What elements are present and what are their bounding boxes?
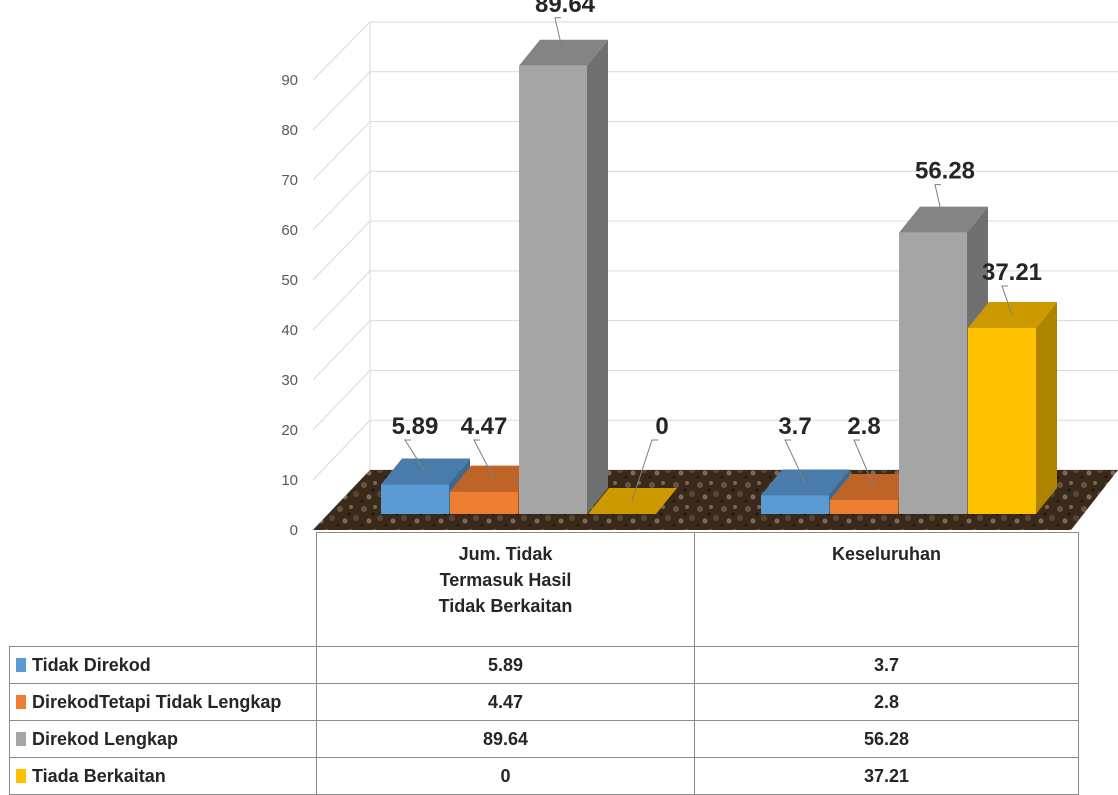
data-label-leader	[473, 439, 495, 479]
data-label-leader	[853, 439, 875, 488]
bar-direkod-lengkap	[519, 39, 608, 515]
table-cell: 37.21	[694, 757, 1079, 795]
bar-side	[587, 39, 608, 515]
series-name: DirekodTetapi Tidak Lengkap	[32, 691, 282, 712]
bar-top	[519, 39, 608, 66]
data-label: 37.21	[982, 259, 1042, 286]
data-label: 0	[655, 413, 668, 440]
table-cell: 89.64	[316, 720, 695, 758]
gridline-side	[312, 419, 371, 481]
data-label: 89.64	[535, 0, 596, 18]
y-tick-label: 80	[281, 122, 298, 139]
bar-top	[381, 458, 470, 485]
data-label-leader	[631, 439, 658, 502]
legend-swatch	[16, 731, 26, 746]
bar-top	[830, 474, 919, 500]
data-label: 4.47	[461, 413, 508, 440]
gridline-side	[312, 320, 371, 381]
table-header-row: Jum. Tidak Termasuk Hasil Tidak Berkaita…	[9, 532, 1079, 647]
data-label-leader	[1001, 285, 1013, 316]
table-row: DirekodTetapi Tidak Lengkap 4.47 2.8	[9, 683, 1079, 721]
legend-swatch	[16, 768, 26, 783]
bar-front	[450, 491, 518, 514]
series-label: DirekodTetapi Tidak Lengkap	[9, 683, 317, 721]
data-label: 5.89	[392, 413, 439, 440]
table-cell: 56.28	[694, 720, 1079, 758]
legend-swatch	[16, 694, 26, 709]
bar-top	[968, 301, 1057, 328]
table-row: Tidak Direkod 5.89 3.7	[9, 646, 1079, 684]
bar-front	[761, 495, 829, 514]
data-label-leader	[404, 439, 426, 472]
data-label: 56.28	[915, 158, 975, 185]
table-corner	[9, 532, 317, 647]
data-label: 2.8	[847, 413, 880, 440]
table-row: Tiada Berkaitan 0 37.21	[9, 757, 1079, 795]
table-row: Direkod Lengkap 89.64 56.28	[9, 720, 1079, 758]
series-label: Tidak Direkod	[9, 646, 317, 684]
series-name: Direkod Lengkap	[32, 728, 179, 749]
category-header: Keseluruhan	[694, 532, 1079, 647]
bar-front	[830, 500, 898, 514]
bar-side	[1036, 301, 1057, 514]
y-tick-label: 40	[281, 322, 298, 339]
data-table: Jum. Tidak Termasuk Hasil Tidak Berkaita…	[9, 532, 1079, 795]
y-tick-label: 50	[281, 272, 298, 289]
y-tick-label: 10	[281, 472, 298, 489]
gridline-side	[312, 370, 371, 431]
series-name: Tidak Direkod	[32, 654, 151, 675]
y-axis: 0 10 20 30 40 50 60 70 80 90	[281, 72, 298, 539]
bar-front	[968, 327, 1036, 514]
y-tick-label: 20	[281, 422, 298, 439]
gridline-side	[312, 21, 371, 81]
data-label: 3.7	[778, 413, 811, 440]
category-header: Jum. Tidak Termasuk Hasil Tidak Berkaita…	[316, 532, 695, 647]
gridlines	[312, 21, 1118, 531]
series-label: Direkod Lengkap	[9, 720, 317, 758]
bar-tiada-berkaitan	[968, 301, 1057, 514]
data-label-leader	[934, 184, 944, 220]
bar-top	[899, 206, 988, 233]
table-cell: 5.89	[316, 646, 695, 684]
y-tick-label: 30	[281, 372, 298, 389]
bars	[381, 39, 1057, 515]
bar-top	[761, 469, 850, 496]
table-cell: 4.47	[316, 683, 695, 721]
series-label: Tiada Berkaitan	[9, 757, 317, 795]
bar-front	[899, 232, 967, 514]
gridline-side	[312, 170, 371, 231]
data-label-leader	[784, 439, 806, 483]
table-cell: 0	[316, 757, 695, 795]
bar-top	[450, 465, 539, 492]
data-label-leader	[554, 17, 564, 53]
legend-swatch	[16, 657, 26, 672]
series-name: Tiada Berkaitan	[32, 765, 166, 786]
gridline-side	[312, 270, 371, 331]
y-tick-label: 0	[290, 522, 298, 539]
gridline-side	[312, 71, 371, 131]
bar-front	[381, 484, 449, 514]
y-tick-label: 70	[281, 172, 298, 189]
y-tick-label: 90	[281, 72, 298, 89]
category-header-line: Keseluruhan	[831, 544, 942, 564]
table-cell: 3.7	[694, 646, 1079, 684]
data-labels: 5.89 4.47 89.64 0 3.7 2.8 56.28 37.21	[392, 0, 1042, 502]
gridline-side	[312, 121, 371, 181]
bar-front	[519, 65, 587, 515]
y-tick-label: 60	[281, 222, 298, 239]
table-cell: 2.8	[694, 683, 1079, 721]
category-header-line: Termasuk Hasil	[439, 570, 572, 590]
category-header-line: Tidak Berkaitan	[438, 596, 573, 616]
gridline-side	[312, 220, 371, 281]
category-header-line: Jum. Tidak	[458, 544, 553, 564]
